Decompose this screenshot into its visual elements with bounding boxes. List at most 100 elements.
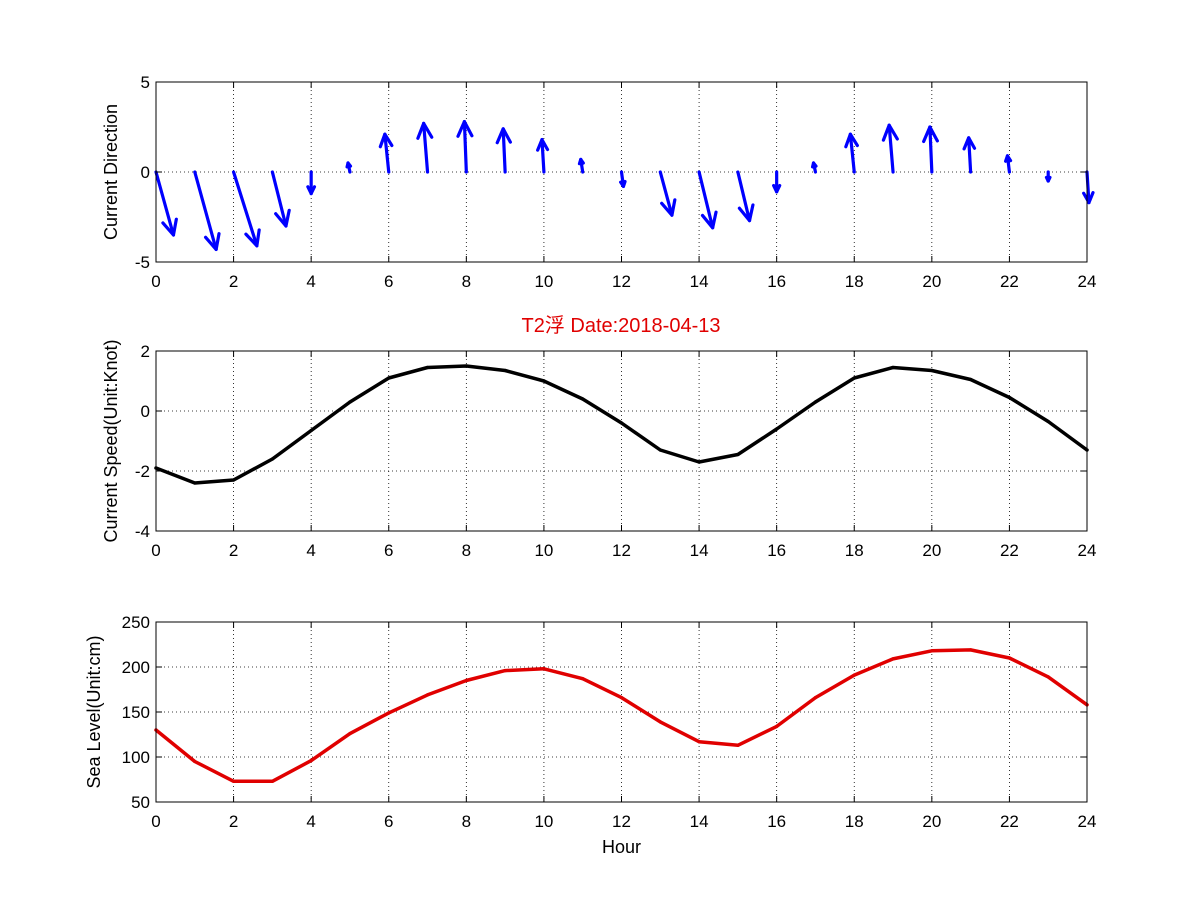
arrow-head	[536, 138, 550, 152]
arrow-shaft	[736, 170, 752, 223]
x-tick-label: 16	[767, 272, 786, 291]
current-arrow	[536, 138, 550, 174]
data-point	[348, 732, 352, 736]
data-point	[930, 368, 934, 373]
data-point	[425, 693, 430, 697]
current-arrow	[1044, 170, 1052, 183]
arrow-head	[700, 210, 718, 230]
y-tick-label: -2	[135, 462, 150, 481]
current-arrow	[772, 170, 782, 194]
data-point	[387, 711, 391, 715]
x-tick-label: 16	[767, 812, 786, 831]
y-tick-label: 0	[141, 163, 150, 182]
x-tick-label: 18	[845, 272, 864, 291]
data-point	[1007, 395, 1012, 400]
arrow-head	[378, 132, 394, 149]
x-tick-label: 24	[1078, 812, 1097, 831]
x-tick-label: 4	[306, 272, 315, 291]
data-point	[503, 669, 507, 673]
y-tick-label: 200	[122, 658, 150, 677]
x-tick-label: 10	[534, 272, 553, 291]
data-point	[425, 365, 430, 370]
arrow-head	[577, 157, 585, 166]
y-tick-label: 50	[131, 793, 150, 812]
data-point	[1007, 656, 1012, 660]
arrow-shaft	[193, 170, 218, 251]
x-tick-label: 6	[384, 272, 393, 291]
y-tick-label: 5	[141, 73, 150, 92]
y-axis-label: Sea Level(Unit:cm)	[84, 635, 104, 788]
arrow-shaft	[967, 136, 973, 174]
current-arrow	[1004, 154, 1013, 174]
arrow-head	[962, 136, 977, 151]
data-point	[775, 427, 779, 431]
data-point	[697, 460, 701, 464]
current-arrow	[154, 170, 178, 237]
arrow-head	[203, 232, 221, 251]
data-point	[231, 478, 236, 482]
current-arrow	[416, 121, 434, 174]
arrow-head	[161, 217, 178, 237]
x-tick-label: 24	[1078, 541, 1097, 560]
plot-area	[156, 351, 1087, 531]
data-point	[736, 743, 740, 747]
y-tick-label: -4	[135, 522, 150, 541]
x-tick-label: 20	[922, 541, 941, 560]
data-point	[581, 397, 585, 401]
arrow-shaft	[501, 127, 507, 174]
x-tick-label: 8	[462, 812, 471, 831]
data-point	[270, 779, 274, 783]
x-tick-label: 4	[306, 812, 315, 831]
data-point	[348, 400, 352, 404]
arrow-head	[881, 123, 899, 142]
arrow-head	[619, 179, 627, 188]
arrow-shaft	[154, 170, 176, 237]
data-point	[813, 696, 818, 700]
x-tick-label: 16	[767, 541, 786, 560]
data-point	[581, 677, 585, 681]
current-arrow	[193, 170, 221, 251]
arrow-head	[495, 127, 512, 145]
current-arrow	[881, 123, 899, 174]
current-arrow	[378, 132, 394, 174]
x-tick-label: 14	[690, 272, 709, 291]
current-arrow	[619, 170, 627, 188]
x-tick-label: 12	[612, 541, 631, 560]
x-tick-label: 0	[151, 272, 160, 291]
data-point	[193, 481, 197, 485]
data-point	[658, 720, 662, 724]
arrow-head	[844, 132, 859, 149]
arrow-head	[416, 121, 434, 140]
x-tick-label: 18	[845, 541, 864, 560]
current-arrow	[577, 157, 585, 174]
y-tick-label: 100	[122, 748, 150, 767]
current-arrow	[810, 161, 818, 174]
arrow-shaft	[540, 138, 546, 174]
current-arrow	[736, 170, 755, 223]
arrow-shaft	[383, 132, 391, 174]
arrow-shaft	[462, 119, 468, 174]
data-point	[387, 376, 391, 380]
x-tick-label: 0	[151, 541, 160, 560]
arrow-head	[922, 125, 939, 144]
x-tick-label: 0	[151, 812, 160, 831]
current-arrow	[962, 136, 977, 174]
data-point	[619, 421, 624, 425]
arrow-head	[737, 203, 755, 223]
data-point	[542, 379, 546, 383]
data-point	[1046, 419, 1050, 424]
data-point	[658, 448, 662, 452]
data-point	[464, 678, 468, 683]
y-tick-label: 150	[122, 703, 150, 722]
x-tick-label: 14	[690, 541, 709, 560]
data-point	[309, 759, 313, 763]
data-point	[736, 452, 740, 457]
current-arrow	[231, 170, 261, 248]
arrow-head	[306, 185, 317, 196]
data-point	[697, 740, 701, 744]
arrow-shaft	[697, 170, 715, 230]
current-arrow	[922, 125, 939, 174]
x-tick-label: 4	[306, 541, 315, 560]
